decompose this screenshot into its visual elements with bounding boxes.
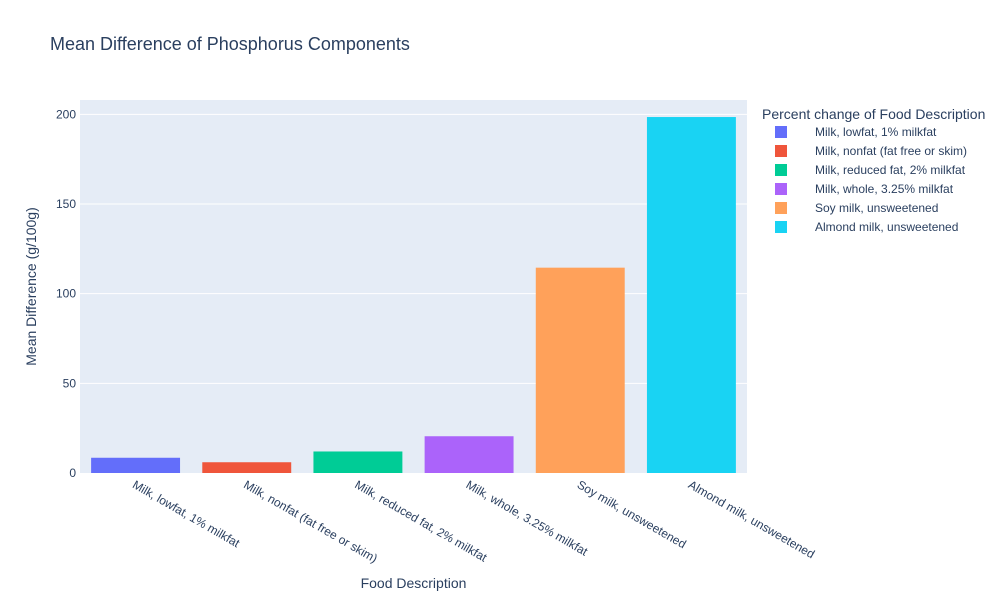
bar[interactable] <box>91 457 181 473</box>
bars <box>91 117 736 473</box>
legend-swatch[interactable] <box>775 164 787 176</box>
bar[interactable] <box>202 462 292 473</box>
legend: Percent change of Food Description Milk,… <box>762 106 985 234</box>
x-tick-label: Soy milk, unsweetened <box>575 477 689 551</box>
bar[interactable] <box>424 436 514 473</box>
gridlines <box>80 113 747 384</box>
bar[interactable] <box>646 117 736 473</box>
chart-title: Mean Difference of Phosphorus Components <box>50 34 410 54</box>
legend-label[interactable]: Milk, lowfat, 1% milkfat <box>815 125 937 139</box>
y-tick-label: 0 <box>69 466 76 480</box>
legend-label[interactable]: Milk, nonfat (fat free or skim) <box>815 144 967 158</box>
x-axis-ticks: Milk, lowfat, 1% milkfat Milk, nonfat (fa… <box>130 477 817 565</box>
legend-title: Percent change of Food Description <box>762 106 985 122</box>
legend-swatch[interactable] <box>775 126 787 138</box>
y-tick-label: 150 <box>56 197 76 211</box>
legend-swatch[interactable] <box>775 183 787 195</box>
x-tick-label: Milk, whole, 3.25% milkfat <box>464 477 591 558</box>
legend-label[interactable]: Almond milk, unsweetened <box>815 220 958 234</box>
legend-swatch[interactable] <box>775 202 787 214</box>
legend-swatch[interactable] <box>775 221 787 233</box>
y-tick-label: 100 <box>56 287 76 301</box>
y-tick-label: 50 <box>63 376 77 390</box>
legend-items: Milk, lowfat, 1% milkfat Milk, nonfat (fa… <box>775 125 967 234</box>
legend-swatch[interactable] <box>775 145 787 157</box>
y-tick-label: 200 <box>56 107 76 121</box>
legend-label[interactable]: Milk, reduced fat, 2% milkfat <box>815 163 966 177</box>
x-axis-title: Food Description <box>361 575 467 591</box>
plot-area <box>80 100 747 473</box>
x-tick-label: Almond milk, unsweetened <box>686 477 817 561</box>
bar[interactable] <box>313 451 403 473</box>
y-axis-title: Mean Difference (g/100g) <box>23 207 39 366</box>
bar[interactable] <box>535 267 625 473</box>
x-tick-label: Milk, lowfat, 1% milkfat <box>130 477 243 550</box>
y-axis-ticks: 0 50 100 150 200 <box>56 107 76 480</box>
legend-label[interactable]: Milk, whole, 3.25% milkfat <box>815 182 954 196</box>
legend-label[interactable]: Soy milk, unsweetened <box>815 201 938 215</box>
